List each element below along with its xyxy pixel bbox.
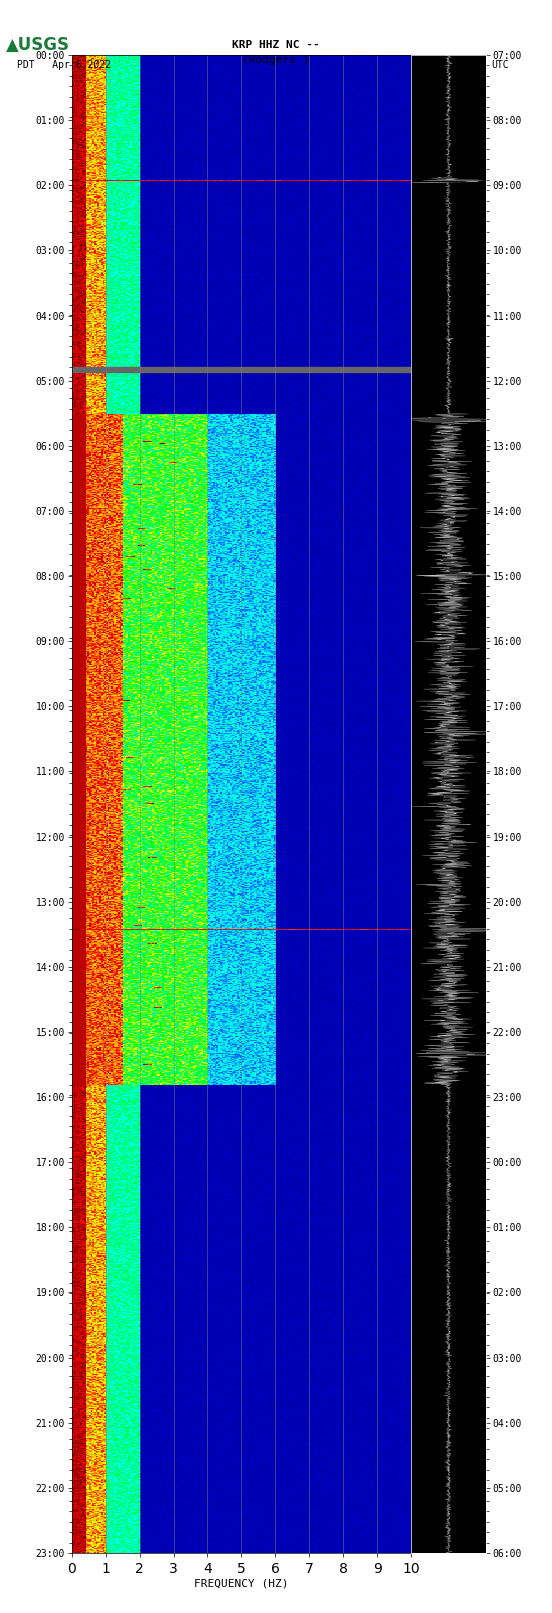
Bar [72, 368, 411, 373]
Text: UTC: UTC [491, 60, 509, 69]
Text: PDT   Apr 6,2022: PDT Apr 6,2022 [17, 60, 110, 69]
Text: KRP HHZ NC --: KRP HHZ NC -- [232, 40, 320, 50]
Text: (Rodgers ): (Rodgers ) [242, 55, 310, 65]
Text: ▲USGS: ▲USGS [6, 35, 70, 53]
X-axis label: FREQUENCY (HZ): FREQUENCY (HZ) [194, 1579, 289, 1589]
